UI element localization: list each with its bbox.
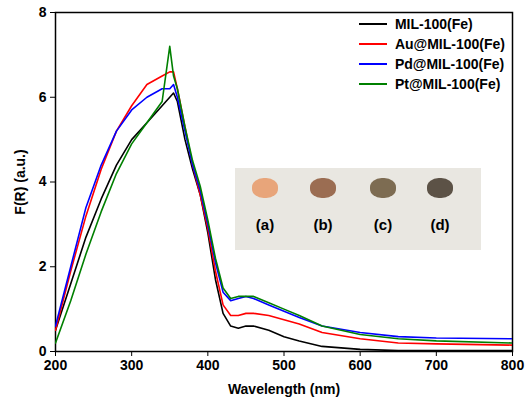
- svg-text:Wavelength (nm): Wavelength (nm): [228, 381, 340, 397]
- html-text:(c): (c): [373, 216, 393, 233]
- html-text:Pd@MIL-100(Fe): Pd@MIL-100(Fe): [394, 56, 505, 72]
- svg-text:0: 0: [38, 343, 47, 359]
- svg-text:400: 400: [196, 357, 220, 373]
- html-text:(b): (b): [313, 216, 333, 233]
- svg-text:8: 8: [39, 4, 47, 20]
- svg-text:600: 600: [348, 357, 372, 373]
- html-text:(a): (a): [255, 216, 275, 233]
- svg-text:300: 300: [120, 357, 144, 373]
- html-text:MIL-100(Fe): MIL-100(Fe): [394, 16, 473, 32]
- html-text:Au@MIL-100(Fe): Au@MIL-100(Fe): [394, 36, 505, 52]
- html-text:(d): (d): [430, 216, 450, 233]
- svg-text:6: 6: [39, 89, 47, 105]
- svg-text:500: 500: [272, 357, 296, 373]
- svg-text:4: 4: [39, 173, 47, 189]
- svg-text:800: 800: [501, 357, 525, 373]
- svg-text:2: 2: [39, 258, 47, 274]
- svg-text:700: 700: [425, 357, 449, 373]
- html-text:Pt@MIL-100(Fe): Pt@MIL-100(Fe): [394, 76, 501, 92]
- svg-text:200: 200: [44, 357, 68, 373]
- svg-text:F(R) (a.u.): F(R) (a.u.): [12, 149, 28, 214]
